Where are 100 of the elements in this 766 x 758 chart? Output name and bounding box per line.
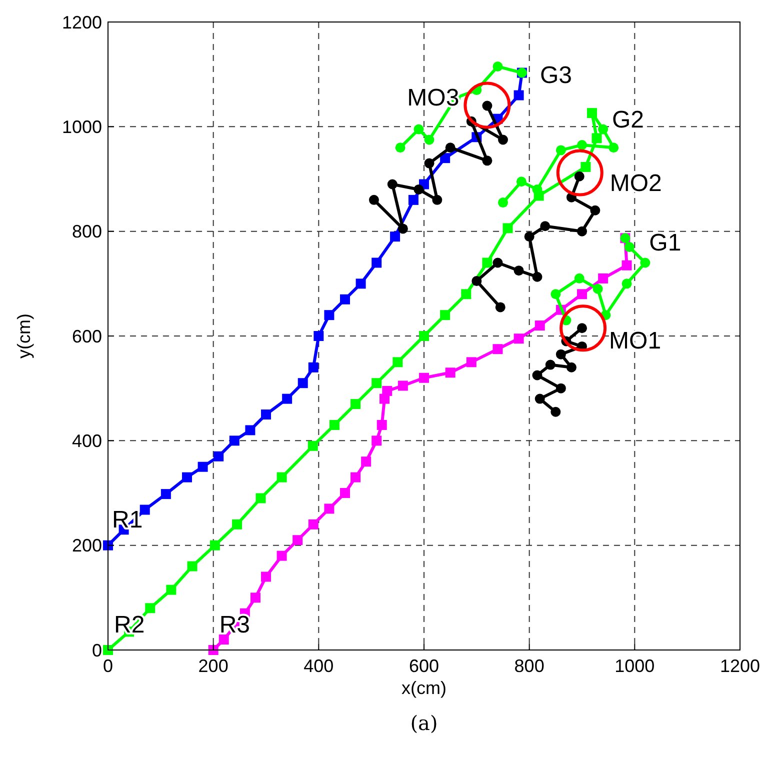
y-tick-label: 1200	[62, 12, 102, 32]
point	[103, 645, 113, 655]
point	[314, 331, 324, 341]
point	[408, 194, 418, 205]
point	[577, 323, 587, 334]
point	[516, 176, 526, 187]
point	[495, 302, 506, 312]
point	[390, 232, 400, 242]
point	[214, 451, 224, 462]
point	[598, 273, 608, 284]
point	[261, 410, 271, 420]
point	[461, 289, 472, 300]
point	[577, 289, 587, 300]
point	[590, 205, 600, 216]
point	[414, 124, 424, 134]
point	[482, 100, 492, 111]
point	[534, 320, 545, 331]
point	[624, 242, 634, 252]
point	[368, 194, 379, 205]
y-tick-label: 600	[72, 326, 102, 346]
point	[350, 472, 361, 482]
point	[361, 456, 372, 467]
point	[276, 550, 287, 561]
point	[514, 334, 524, 344]
point	[534, 394, 545, 404]
point	[550, 289, 561, 300]
point	[140, 504, 150, 515]
x-tick-label: 1000	[614, 656, 655, 676]
point	[372, 258, 382, 268]
point	[556, 145, 566, 156]
annotation: G3	[540, 62, 572, 90]
point	[440, 310, 450, 320]
point	[145, 603, 156, 614]
point	[524, 232, 534, 242]
y-tick-label: 200	[72, 536, 102, 556]
point	[580, 162, 591, 172]
point	[424, 134, 434, 145]
point	[356, 278, 366, 289]
point	[556, 349, 566, 360]
point	[532, 184, 542, 194]
point	[276, 472, 287, 482]
point	[577, 140, 587, 150]
point	[372, 378, 382, 388]
point	[432, 194, 442, 205]
point	[387, 179, 398, 190]
text: (a)	[410, 711, 438, 735]
annotation: MO1	[609, 328, 662, 355]
point	[592, 284, 603, 294]
point	[232, 519, 242, 530]
point	[514, 90, 524, 100]
point	[324, 504, 334, 514]
point	[608, 142, 619, 153]
point	[398, 224, 408, 234]
point	[166, 584, 176, 595]
point	[598, 124, 608, 134]
point	[419, 331, 429, 341]
y-tick-label: 800	[72, 222, 102, 242]
point	[622, 260, 632, 270]
point	[182, 472, 192, 482]
point	[187, 561, 198, 572]
point	[574, 171, 584, 182]
y-tick-label: 400	[72, 430, 102, 451]
point	[324, 310, 334, 320]
point	[250, 592, 260, 603]
point	[545, 360, 556, 370]
point	[466, 357, 476, 368]
point	[419, 372, 429, 383]
point	[398, 380, 408, 391]
point	[308, 362, 318, 372]
point	[392, 357, 403, 368]
point	[498, 134, 508, 145]
x-tick-label: 600	[408, 656, 440, 676]
point	[414, 184, 424, 194]
point	[482, 156, 492, 166]
point	[622, 278, 632, 289]
point	[492, 344, 503, 354]
point	[540, 221, 550, 232]
point	[198, 462, 208, 472]
point	[424, 158, 434, 168]
point	[445, 368, 456, 378]
point	[382, 386, 392, 396]
point	[482, 258, 492, 268]
point	[160, 489, 171, 500]
point	[308, 519, 318, 530]
point	[550, 406, 561, 417]
point	[464, 82, 511, 129]
point	[395, 142, 406, 153]
point	[340, 294, 350, 304]
point	[329, 420, 340, 430]
point	[492, 258, 503, 268]
point	[292, 535, 303, 546]
point	[532, 272, 542, 282]
y-tick-label: 1000	[62, 116, 102, 137]
point	[372, 436, 382, 446]
point	[350, 399, 361, 410]
point	[566, 362, 576, 372]
point	[445, 142, 456, 153]
point	[556, 383, 566, 394]
point	[502, 223, 513, 234]
point	[492, 61, 503, 72]
